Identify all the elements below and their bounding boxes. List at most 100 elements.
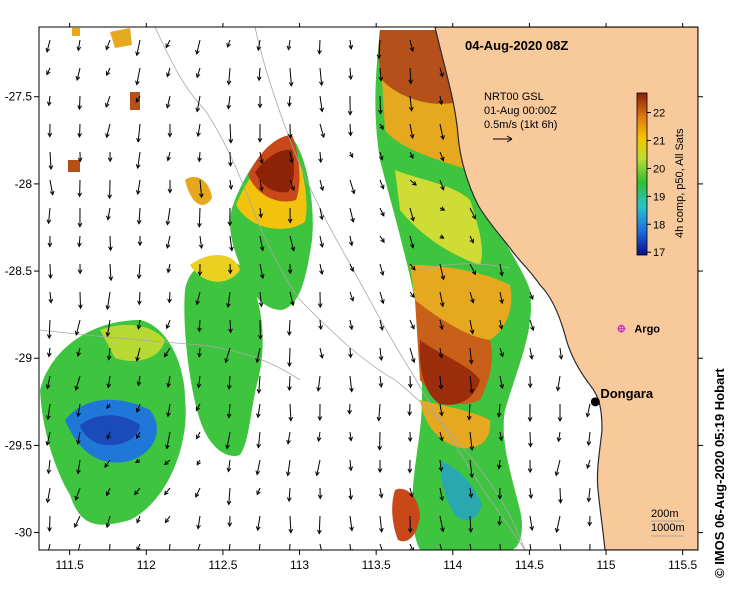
current-arrow-shaft bbox=[289, 403, 292, 421]
current-arrow-shaft bbox=[136, 347, 141, 361]
current-arrow-shaft bbox=[107, 207, 111, 220]
current-arrow-head bbox=[288, 81, 294, 87]
current-arrow-head bbox=[409, 492, 414, 498]
current-arrow-shaft bbox=[439, 375, 442, 389]
current-arrow-shaft bbox=[257, 39, 261, 51]
current-arrow-head bbox=[468, 493, 474, 499]
current-arrow-head bbox=[134, 490, 139, 496]
current-arrow-head bbox=[226, 104, 232, 110]
current-arrow-shaft bbox=[109, 235, 112, 251]
current-arrow-shaft bbox=[197, 543, 201, 550]
current-arrow-shaft bbox=[557, 375, 561, 391]
colorbar-tick-label: 20 bbox=[653, 163, 665, 175]
current-arrow-head bbox=[104, 463, 109, 468]
current-arrow-shaft bbox=[439, 543, 443, 550]
current-arrow-head bbox=[320, 133, 326, 139]
current-arrow-head bbox=[499, 352, 504, 358]
current-arrow-shaft bbox=[439, 347, 442, 358]
current-arrow-head bbox=[439, 436, 444, 442]
current-arrow-shaft bbox=[288, 487, 291, 502]
current-arrow-head bbox=[350, 217, 355, 223]
current-arrow-shaft bbox=[469, 319, 474, 334]
current-arrow-shaft bbox=[349, 543, 352, 550]
y-tick-label: -28.5 bbox=[5, 264, 33, 278]
current-arrow-head bbox=[163, 460, 169, 466]
current-arrow-head bbox=[167, 132, 173, 138]
current-arrow-head bbox=[527, 468, 533, 474]
current-arrow-head bbox=[440, 275, 446, 281]
current-arrow-shaft bbox=[439, 403, 443, 416]
current-arrow-shaft bbox=[469, 375, 473, 393]
current-arrow-head bbox=[555, 386, 561, 392]
current-arrow-head bbox=[195, 300, 200, 306]
current-arrow-shaft bbox=[319, 543, 322, 550]
current-arrow-shaft bbox=[319, 263, 323, 275]
current-arrow-shaft bbox=[378, 403, 381, 421]
current-arrow-shaft bbox=[349, 123, 352, 136]
current-arrow-shaft bbox=[168, 543, 171, 550]
current-arrow-head bbox=[348, 241, 354, 247]
current-arrow-head bbox=[317, 303, 323, 309]
current-arrow-shaft bbox=[196, 39, 201, 55]
current-arrow-shaft bbox=[196, 291, 201, 305]
current-arrow-shaft bbox=[439, 487, 443, 501]
y-tick-label: -29 bbox=[15, 351, 33, 365]
current-arrow-shaft bbox=[469, 543, 472, 550]
current-arrow-head bbox=[196, 434, 201, 440]
current-arrow-head bbox=[529, 526, 535, 532]
current-arrow-head bbox=[136, 381, 142, 387]
current-arrow-shaft bbox=[136, 515, 141, 523]
current-arrow-head bbox=[440, 206, 446, 211]
current-arrow-head bbox=[349, 526, 354, 532]
current-arrow-head bbox=[407, 468, 413, 474]
current-arrow-shaft bbox=[74, 515, 81, 528]
current-arrow-head bbox=[48, 165, 54, 171]
current-arrow-head bbox=[349, 387, 354, 393]
current-arrow-head bbox=[470, 553, 474, 557]
current-arrow-head bbox=[290, 301, 295, 307]
current-arrow-head bbox=[319, 107, 325, 113]
current-arrow-shaft bbox=[166, 431, 171, 449]
current-arrow-shaft bbox=[289, 291, 294, 306]
current-arrow-shaft bbox=[106, 291, 111, 310]
current-arrow-head bbox=[528, 494, 534, 500]
current-arrow-head bbox=[75, 75, 81, 82]
current-arrow-head bbox=[286, 45, 292, 51]
sst-field bbox=[40, 28, 531, 550]
current-arrow-head bbox=[257, 137, 263, 143]
current-arrow-head bbox=[378, 109, 383, 115]
current-arrow-head bbox=[77, 157, 83, 163]
current-arrow-shaft bbox=[134, 487, 141, 495]
x-tick-label: 114 bbox=[443, 558, 462, 572]
current-arrow-head bbox=[348, 131, 353, 137]
current-arrow-head bbox=[378, 155, 384, 161]
current-arrow-head bbox=[135, 407, 141, 413]
colorbar bbox=[636, 92, 648, 256]
current-arrow-shaft bbox=[289, 151, 293, 163]
current-arrow-head bbox=[48, 274, 53, 280]
current-arrow-head bbox=[528, 442, 533, 448]
current-arrow-head bbox=[319, 186, 325, 192]
current-arrow-head bbox=[348, 325, 354, 331]
current-arrow-head bbox=[408, 106, 414, 112]
current-arrow-shaft bbox=[46, 487, 51, 503]
current-arrow-head bbox=[498, 436, 504, 442]
current-arrow-head bbox=[105, 102, 110, 108]
current-arrow-shaft bbox=[229, 179, 232, 189]
current-arrow-head bbox=[135, 51, 140, 57]
current-arrow-head bbox=[287, 218, 293, 224]
current-info-line2: 01-Aug 00:00Z bbox=[484, 105, 557, 117]
current-arrow-head bbox=[165, 220, 171, 226]
current-arrow-head bbox=[166, 382, 171, 388]
current-info-line3: 0.5m/s (1kt 6h) bbox=[484, 119, 557, 131]
current-arrow-head bbox=[198, 244, 204, 250]
current-arrow-shaft bbox=[499, 319, 503, 329]
current-arrow-head bbox=[259, 159, 264, 165]
current-arrow-head bbox=[439, 302, 445, 308]
current-arrow-shaft bbox=[225, 347, 231, 363]
current-arrow-shaft bbox=[106, 515, 111, 528]
current-arrow-head bbox=[439, 411, 444, 417]
current-arrow-head bbox=[439, 496, 445, 502]
current-arrow-shaft bbox=[379, 375, 382, 387]
current-arrow-shaft bbox=[409, 347, 415, 363]
